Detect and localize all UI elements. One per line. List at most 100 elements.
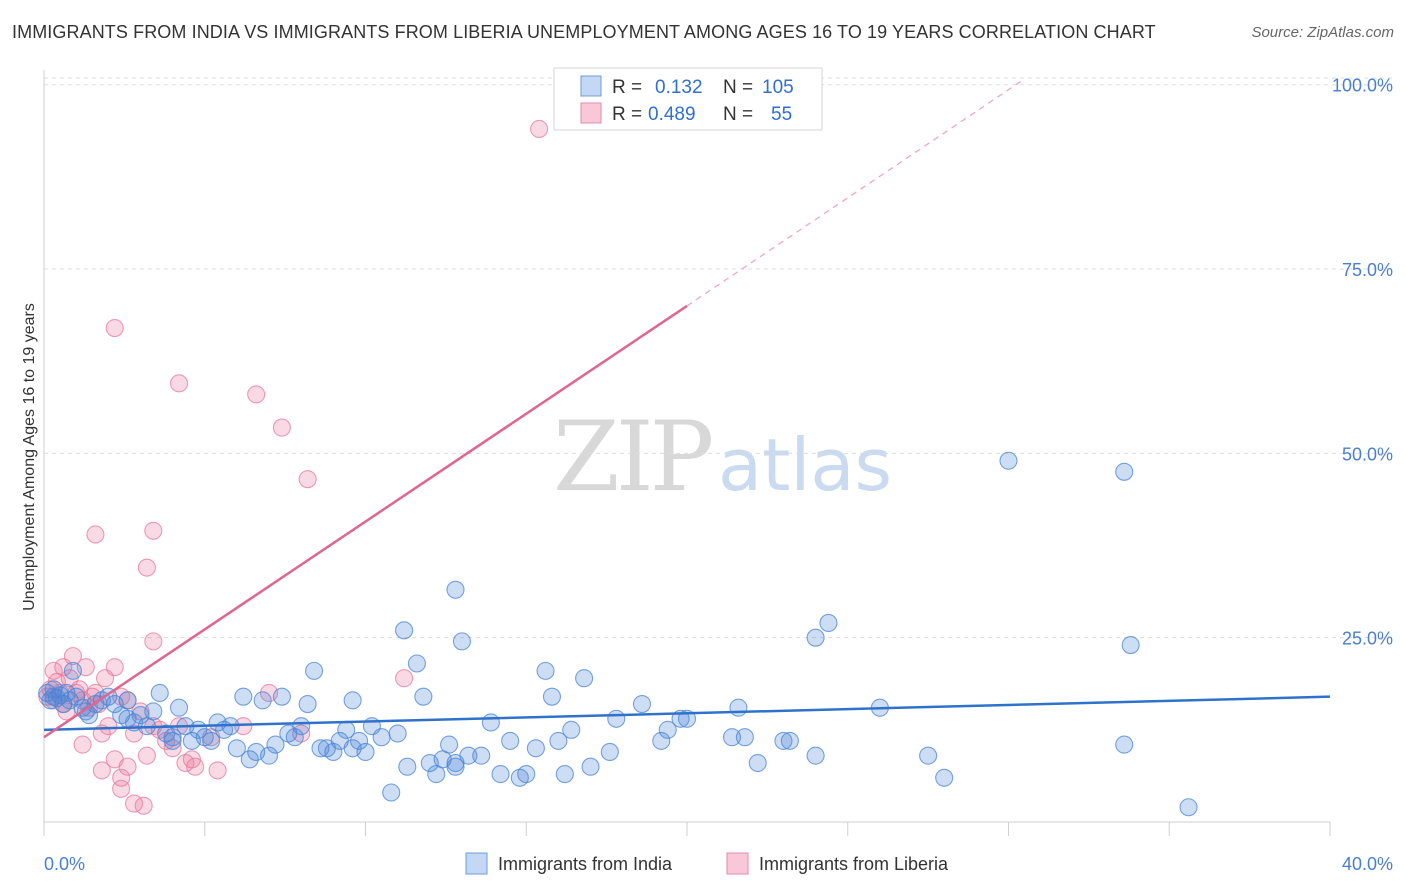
india-point: [526, 739, 545, 758]
trend-lines: [43, 80, 1331, 739]
legend-n-value-liberia: 55: [771, 104, 792, 125]
y-tick-label-75: 75.0%: [1342, 260, 1393, 280]
india-point: [272, 687, 291, 706]
legend-n-value-india: 105: [762, 77, 794, 98]
india-swatch-icon: [580, 75, 602, 97]
liberia-swatch-icon: [580, 102, 602, 124]
legend-n-label-liberia: N =: [723, 104, 753, 125]
liberia-point: [86, 525, 105, 544]
india-point: [452, 632, 472, 651]
y-axis-label: Unemployment Among Ages 16 to 19 years: [21, 303, 38, 611]
india-point: [227, 739, 246, 758]
india-point: [163, 731, 182, 750]
india-point: [722, 728, 742, 747]
india-point: [652, 731, 671, 750]
india-point: [169, 698, 189, 717]
india-point: [600, 742, 619, 762]
india-point: [440, 735, 459, 754]
india-point: [414, 687, 433, 706]
india-point: [517, 765, 536, 784]
liberia-trend-extension: [686, 80, 1022, 307]
india-point: [324, 742, 343, 762]
liberia-point: [272, 418, 291, 437]
liberia-point: [118, 757, 137, 776]
india-point: [259, 746, 279, 765]
liberia-point: [247, 385, 266, 404]
liberia-point: [73, 735, 92, 754]
liberia-point: [105, 318, 124, 338]
liberia-point: [105, 658, 124, 677]
india-point: [388, 724, 407, 743]
liberia-point: [186, 757, 205, 776]
india-point: [935, 768, 954, 787]
india-point: [999, 451, 1018, 470]
india-point: [919, 746, 938, 765]
india-point: [1179, 798, 1198, 817]
liberia-point: [112, 779, 131, 798]
liberia-trend-line: [43, 304, 688, 739]
legend-r-label-liberia: R =: [612, 104, 642, 125]
india-point: [407, 654, 426, 673]
india-point: [398, 757, 417, 776]
liberia-point: [144, 632, 163, 651]
x-tick-label-max: 40.0%: [1342, 854, 1393, 874]
india-point: [774, 731, 793, 750]
india-point: [446, 580, 465, 599]
india-point: [1121, 636, 1140, 655]
india-point: [63, 661, 82, 680]
liberia-point: [530, 119, 549, 139]
liberia-point: [395, 669, 414, 688]
india-point: [202, 731, 221, 750]
y-tick-label-50: 50.0%: [1342, 444, 1393, 464]
india-point: [658, 720, 677, 739]
liberia-legend-label: Immigrants from Liberia: [759, 854, 949, 874]
india-point: [555, 765, 574, 784]
watermark-zip: ZIP: [553, 401, 712, 513]
liberia-point: [144, 521, 163, 540]
legend-n-label-india: N =: [723, 77, 753, 98]
india-legend-label: Immigrants from India: [498, 854, 673, 874]
series-legend: Immigrants from India Immigrants from Li…: [465, 852, 949, 875]
liberia-point: [137, 746, 156, 765]
y-tick-label-25: 25.0%: [1342, 629, 1393, 649]
india-point: [343, 739, 362, 758]
india-point: [472, 746, 491, 765]
legend-r-label-india: R =: [612, 77, 642, 98]
india-point: [118, 691, 137, 710]
india-point: [144, 702, 163, 721]
india-point: [372, 728, 391, 747]
india-point: [542, 687, 562, 706]
legend-r-value-india: 0.132: [655, 77, 703, 98]
india-point: [253, 691, 272, 710]
india-trend-line: [43, 695, 1331, 732]
india-point: [305, 661, 324, 680]
india-point: [298, 694, 317, 714]
liberia-point: [44, 661, 63, 680]
india-point: [536, 661, 555, 680]
liberia-point: [134, 796, 153, 815]
india-point: [234, 687, 253, 706]
india-point: [240, 750, 259, 769]
india-point: [575, 669, 594, 688]
liberia-point: [99, 717, 118, 736]
india-point: [806, 628, 825, 647]
india-point: [118, 709, 137, 728]
x-tick-marks: [43, 822, 1331, 836]
india-point: [266, 735, 285, 754]
india-point: [395, 621, 414, 640]
india-point: [350, 731, 369, 750]
india-point: [343, 691, 362, 710]
india-point: [549, 731, 568, 750]
india-point: [780, 731, 799, 750]
india-point: [735, 728, 754, 747]
india-point: [446, 753, 465, 773]
y-tick-label-100: 100.0%: [1332, 76, 1393, 96]
liberia-point: [169, 374, 189, 393]
india-legend-icon: [465, 852, 488, 875]
india-point: [819, 613, 838, 632]
india-point: [481, 713, 500, 732]
india-point: [1115, 462, 1134, 481]
liberia-point: [54, 658, 73, 677]
india-point: [382, 783, 401, 802]
